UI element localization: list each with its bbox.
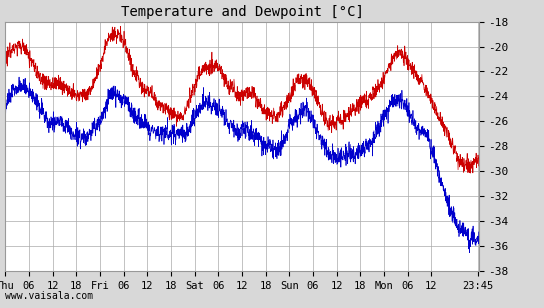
Text: www.vaisala.com: www.vaisala.com	[5, 291, 94, 301]
Title: Temperature and Dewpoint [°C]: Temperature and Dewpoint [°C]	[121, 5, 363, 19]
